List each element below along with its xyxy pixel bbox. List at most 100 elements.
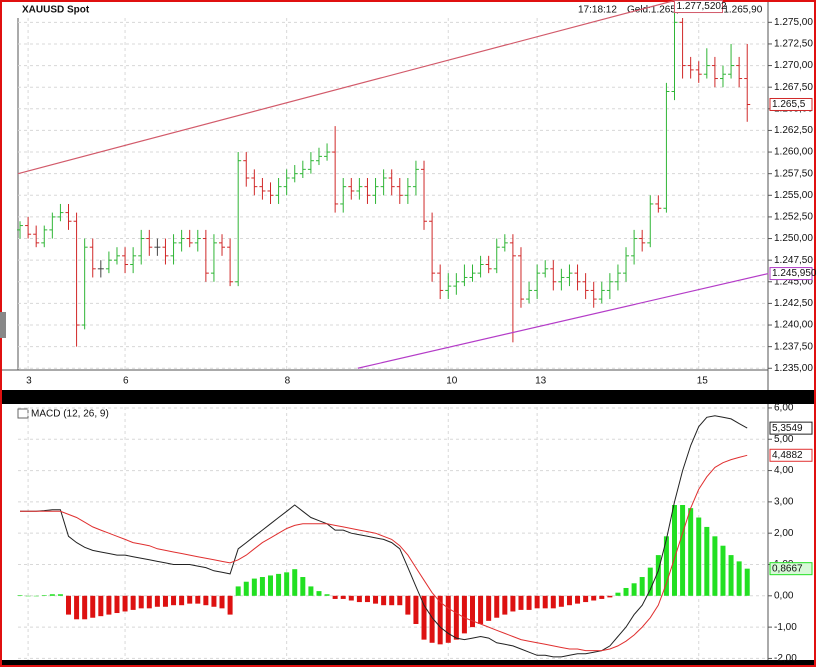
value-label: 4,4882 bbox=[772, 450, 803, 461]
y-tick-label: 1.237,50 bbox=[774, 341, 813, 352]
histogram-bar bbox=[583, 595, 589, 603]
histogram-bar bbox=[114, 595, 120, 614]
histogram-bar bbox=[575, 595, 581, 604]
histogram-bar bbox=[381, 595, 387, 606]
histogram-bar bbox=[680, 505, 686, 596]
y-tick-label: 3,00 bbox=[774, 497, 794, 508]
y-tick-label: 1.250,00 bbox=[774, 233, 813, 244]
histogram-bar bbox=[138, 595, 144, 609]
histogram-bar bbox=[332, 595, 338, 599]
histogram-bar bbox=[486, 595, 492, 621]
macd-line bbox=[20, 454, 748, 652]
histogram-bar bbox=[340, 595, 346, 599]
histogram-bar bbox=[106, 595, 112, 615]
histogram-bar bbox=[542, 595, 548, 609]
histogram-bar bbox=[356, 595, 362, 603]
histogram-bar bbox=[292, 569, 298, 596]
histogram-bar bbox=[82, 595, 88, 620]
histogram-bar bbox=[461, 595, 467, 634]
histogram-bar bbox=[187, 595, 193, 604]
histogram-bar bbox=[179, 595, 185, 606]
bid: Geld:1.265,50 bbox=[627, 5, 690, 16]
histogram-bar bbox=[696, 517, 702, 596]
macd-panel bbox=[2, 404, 814, 660]
histogram-bar bbox=[373, 595, 379, 604]
histogram-bar bbox=[502, 595, 508, 615]
histogram-bar bbox=[510, 595, 516, 612]
histogram-bar bbox=[599, 595, 605, 599]
y-tick-label: 1.247,50 bbox=[774, 255, 813, 266]
y-tick-label: 1.240,00 bbox=[774, 320, 813, 331]
y-tick-label: 1.260,00 bbox=[774, 147, 813, 158]
histogram-bar bbox=[429, 595, 435, 643]
histogram-bar bbox=[17, 595, 23, 596]
x-tick-label: 6 bbox=[123, 376, 129, 387]
y-tick-label: 1.245,00 bbox=[774, 276, 813, 287]
histogram-bar bbox=[397, 595, 403, 606]
histogram-bar bbox=[195, 595, 201, 604]
y-tick-label: -2,00 bbox=[774, 653, 797, 664]
histogram-bar bbox=[534, 595, 540, 609]
x-tick-label: 15 bbox=[697, 376, 709, 387]
histogram-bar bbox=[566, 595, 572, 606]
trendline bbox=[17, 0, 675, 175]
histogram-bar bbox=[316, 591, 322, 596]
histogram-bar bbox=[518, 595, 524, 610]
clock: 17:18:12 bbox=[578, 5, 617, 16]
histogram-bar bbox=[227, 595, 233, 615]
macd-line bbox=[20, 415, 748, 658]
histogram-bar bbox=[364, 595, 370, 603]
histogram-bar bbox=[389, 595, 395, 606]
histogram-bar bbox=[615, 592, 621, 596]
histogram-bar bbox=[348, 595, 354, 601]
histogram-bar bbox=[66, 595, 71, 615]
histogram-bar bbox=[558, 595, 564, 607]
value-label: 5,3549 bbox=[772, 423, 803, 434]
histogram-bar bbox=[25, 595, 31, 597]
histogram-bar bbox=[655, 555, 661, 596]
histogram-bar bbox=[672, 505, 677, 596]
y-tick-label: -1,00 bbox=[774, 622, 797, 633]
histogram-bar bbox=[146, 595, 152, 609]
histogram-bar bbox=[219, 595, 225, 609]
histogram-bar bbox=[284, 572, 290, 596]
histogram-bar bbox=[728, 555, 734, 596]
histogram-bar bbox=[688, 508, 694, 596]
y-tick-label: 4,00 bbox=[774, 465, 794, 476]
y-tick-label: 1.255,00 bbox=[774, 190, 813, 201]
value-tag bbox=[769, 448, 813, 462]
histogram-bar bbox=[413, 595, 419, 624]
histogram-bar bbox=[211, 595, 217, 607]
histogram-bar bbox=[74, 595, 80, 620]
y-tick-label: 1.257,50 bbox=[774, 168, 813, 179]
x-tick-label: 13 bbox=[535, 376, 547, 387]
histogram-bar bbox=[631, 583, 637, 596]
value-tag bbox=[769, 562, 813, 576]
y-tick-label: 1.242,50 bbox=[774, 298, 813, 309]
histogram-bar bbox=[421, 595, 427, 640]
histogram-bar bbox=[243, 581, 249, 596]
ask: Brief:1.265,90 bbox=[700, 5, 763, 16]
y-tick-label: 1.252,50 bbox=[774, 212, 813, 223]
symbol: XAUUSD Spot bbox=[22, 5, 90, 16]
histogram-bar bbox=[736, 561, 742, 596]
y-tick-label: 1.267,50 bbox=[774, 82, 813, 93]
histogram-bar bbox=[607, 595, 613, 598]
histogram-bar bbox=[162, 595, 168, 607]
histogram-bar bbox=[470, 595, 475, 628]
histogram-bar bbox=[478, 595, 484, 624]
trendline bbox=[357, 272, 769, 369]
histogram-bar bbox=[300, 577, 306, 596]
histogram-bar bbox=[720, 545, 726, 596]
x-tick-label: 10 bbox=[446, 376, 458, 387]
value-label: 1.245,950 bbox=[772, 268, 816, 279]
y-tick-label: 6,00 bbox=[774, 403, 794, 414]
histogram-bar bbox=[203, 595, 209, 606]
histogram-bar bbox=[49, 594, 55, 596]
value-tag bbox=[769, 267, 813, 281]
close-icon[interactable] bbox=[17, 408, 29, 419]
y-tick-label: 0,00 bbox=[774, 590, 794, 601]
trendline-label: 1.277,5202 bbox=[677, 1, 727, 12]
